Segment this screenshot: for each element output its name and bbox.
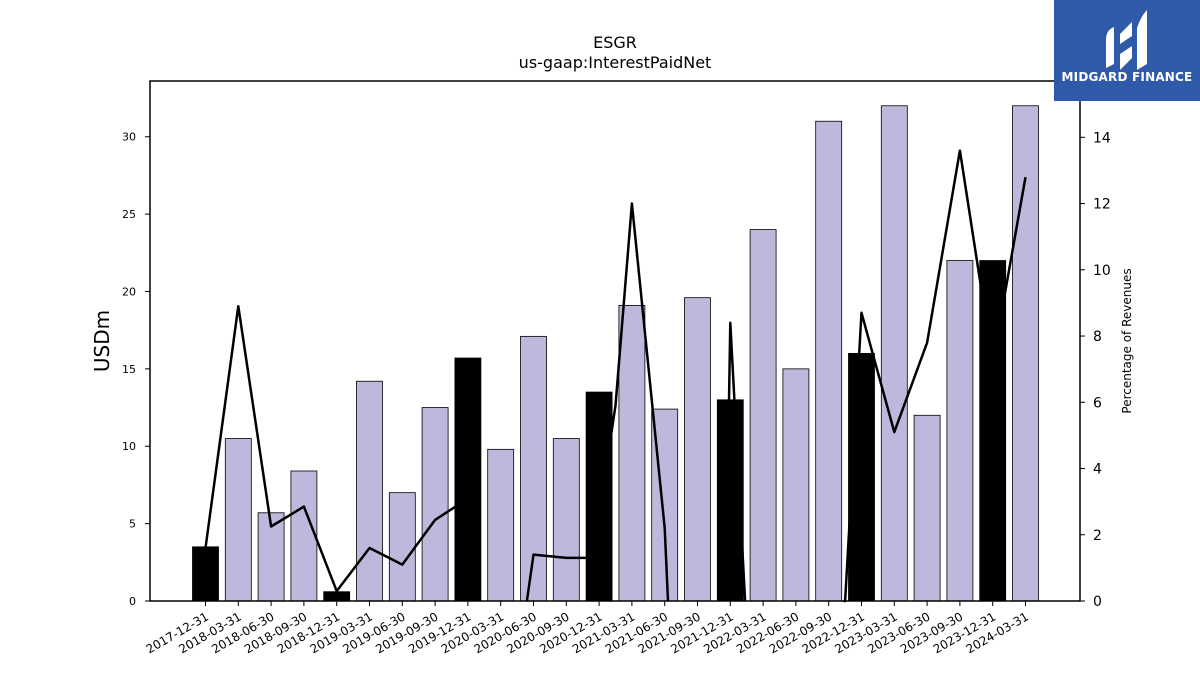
bar-2020-09-30: [552, 438, 580, 602]
y-tick-label: 10: [122, 440, 136, 453]
bar-2020-12-31: [585, 391, 613, 602]
bar-2022-06-30: [782, 368, 810, 602]
y-tick-label: 5: [129, 518, 136, 531]
y-tick-label: 15: [122, 363, 136, 376]
ratio-line-segment-0: [204, 304, 459, 593]
bar-2019-12-31: [454, 357, 482, 602]
line-series: [204, 149, 1027, 603]
bar-2017-12-31: [192, 546, 219, 602]
bar-2022-03-31: [749, 229, 777, 602]
bar-2018-03-31: [224, 438, 252, 602]
y2-axis-label: Percentage of Revenues: [1120, 268, 1134, 413]
ratio-line-segment-3: [843, 149, 1027, 603]
y-axis-label: USDm: [90, 310, 114, 372]
y2-tick-label: 12: [1093, 197, 1111, 213]
ratio-line-segment-2: [727, 321, 747, 602]
logo-text: MIDGARD FINANCE: [1061, 70, 1193, 84]
bar-2021-09-30: [684, 297, 711, 602]
y2-tick-label: 2: [1093, 528, 1102, 544]
bar-2023-09-30: [946, 260, 974, 602]
y2-tick-label: 6: [1093, 395, 1102, 411]
bar-2019-03-31: [356, 380, 383, 602]
ratio-line-segment-1: [525, 202, 670, 602]
y2-tick-label: 10: [1093, 263, 1111, 279]
bar-2019-09-30: [421, 407, 449, 602]
y-tick-label: 0: [129, 595, 136, 608]
bar-2020-03-31: [487, 448, 515, 602]
bar-2018-09-30: [290, 470, 318, 602]
bar-2023-06-30: [913, 414, 941, 602]
bar-2019-06-30: [388, 492, 416, 602]
plot-frame: [149, 80, 1081, 602]
chart-subtitle: us-gaap:InterestPaidNet: [519, 53, 712, 72]
y2-tick-label: 8: [1093, 329, 1102, 345]
bar-2021-03-31: [618, 305, 646, 602]
y-tick-label: 30: [122, 131, 136, 144]
bar-2022-09-30: [815, 120, 843, 602]
y2-tick-label: 14: [1093, 130, 1111, 146]
y-tick-label: 25: [122, 208, 136, 221]
logo-mark-icon: [1106, 10, 1147, 70]
y-tick-label: 20: [122, 285, 136, 298]
y2-tick-label: 4: [1093, 462, 1102, 478]
y2-tick-label: 0: [1093, 594, 1102, 610]
bar-series: [192, 105, 1039, 602]
bar-2018-12-31: [323, 591, 351, 602]
chart-title: ESGR: [593, 33, 637, 52]
bar-2023-03-31: [880, 105, 908, 602]
midgard-finance-logo: MIDGARD FINANCE: [1054, 0, 1200, 101]
